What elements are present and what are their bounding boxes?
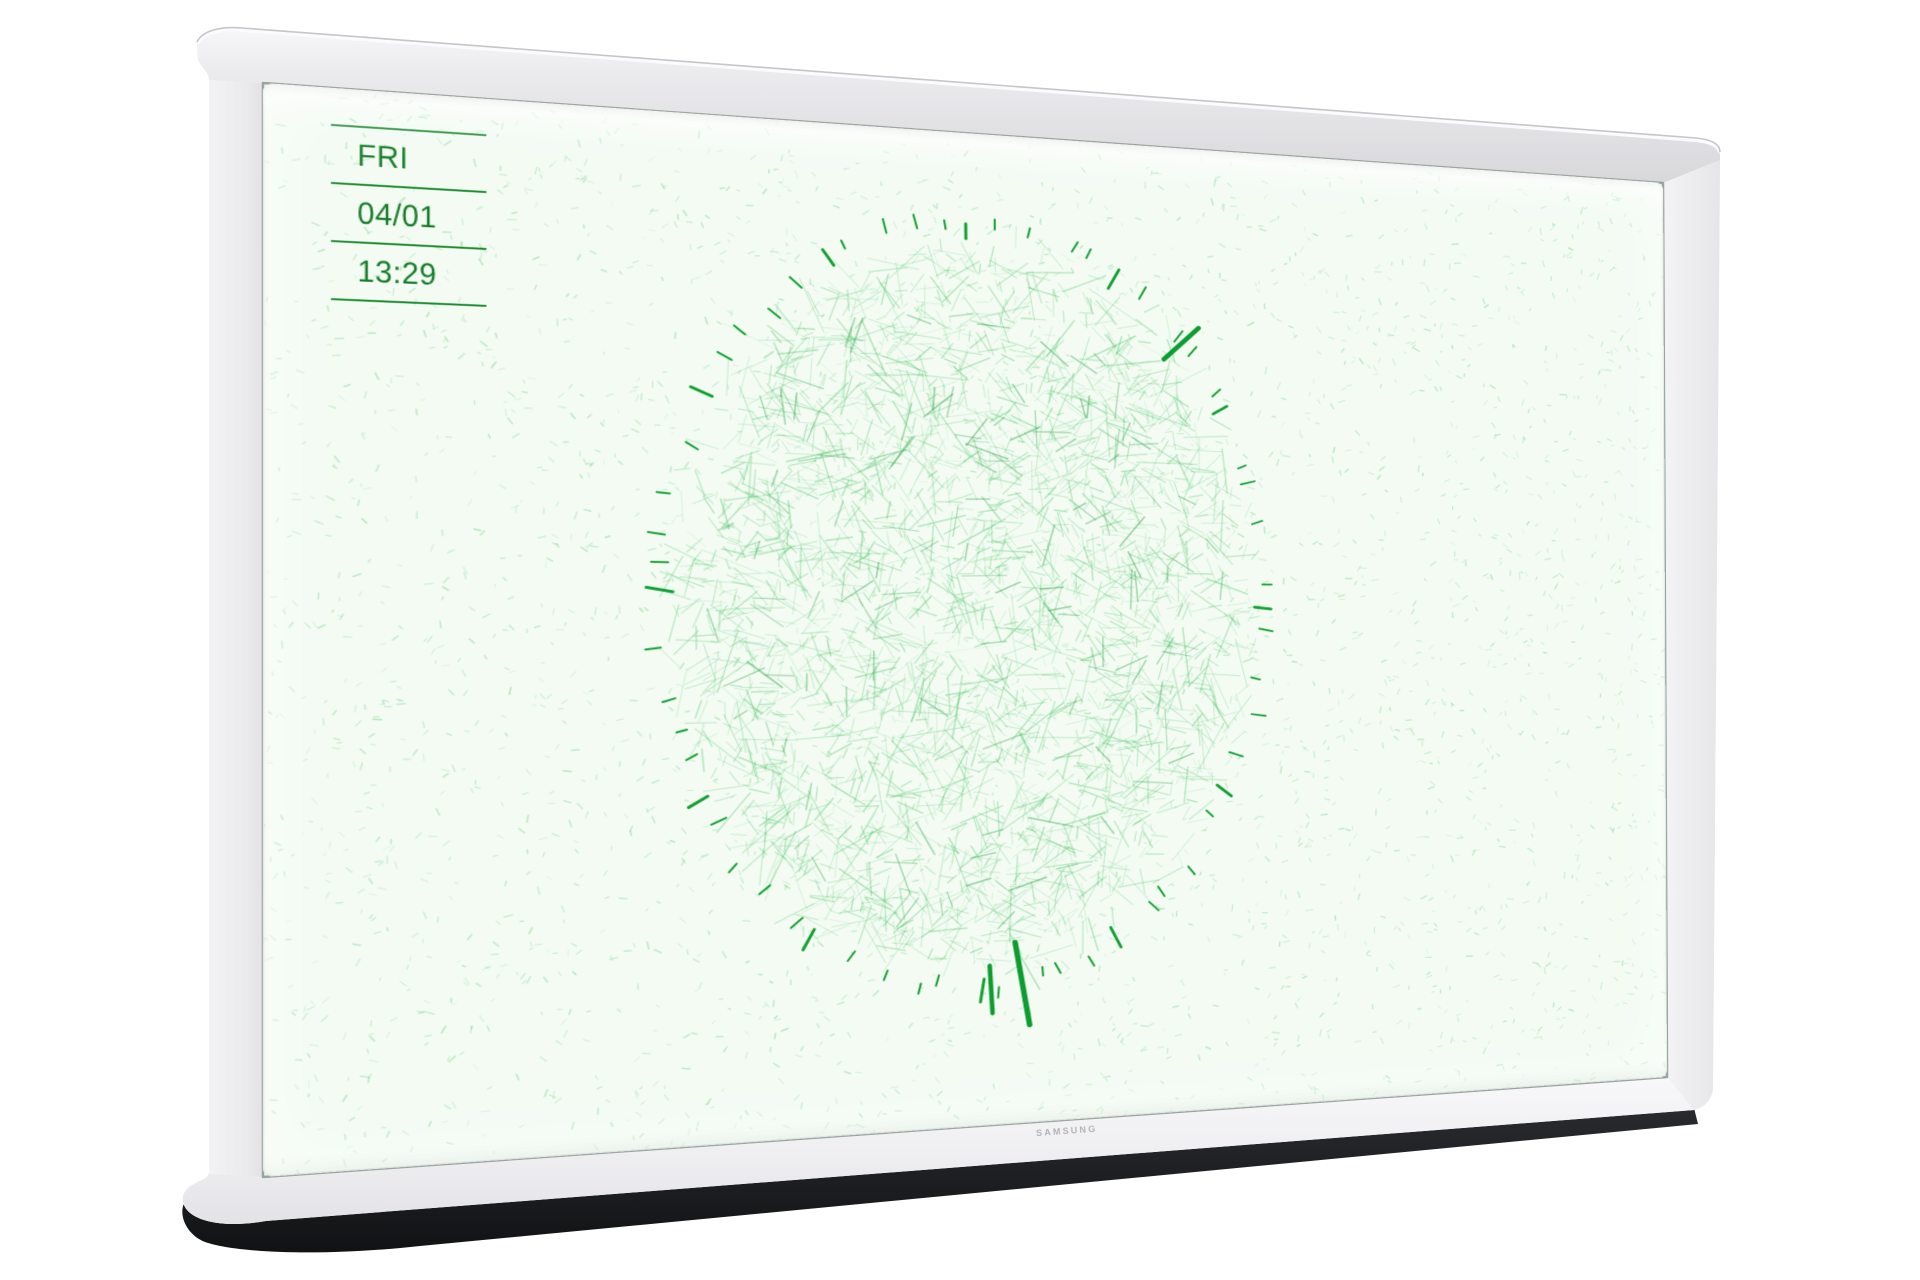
- tv-right-column: [1663, 160, 1720, 1110]
- ambient-clock: FRI 04/01 13:29: [330, 123, 487, 307]
- tv-left-column: [182, 80, 263, 1224]
- tv-top-shelf-highlight: [195, 27, 1722, 153]
- tv-screen: FRI 04/01 13:29: [262, 83, 1667, 1177]
- clock-time: 13:29: [357, 253, 437, 292]
- clock-date: 04/01: [357, 195, 437, 235]
- clock-day: FRI: [357, 137, 409, 176]
- tv-top-shelf: [197, 29, 1721, 183]
- tv-bottom-bezel: [182, 1077, 1695, 1224]
- tv-top-shelf-edge: [196, 26, 1721, 153]
